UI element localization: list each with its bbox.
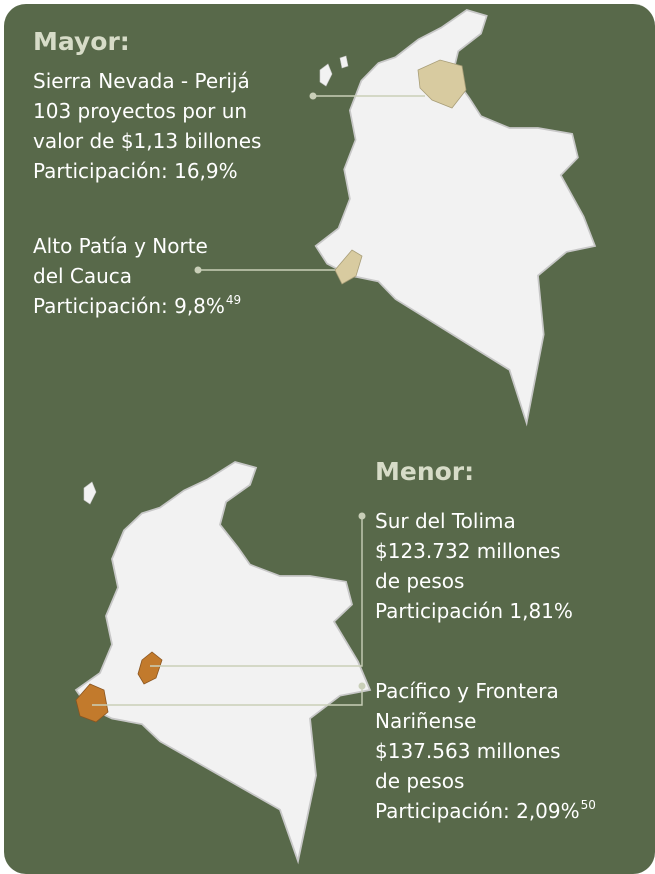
footnote-ref: 50: [581, 798, 596, 812]
label-line: Participación: 9,8%: [33, 294, 225, 318]
label-line: Participación 1,81%: [375, 599, 573, 623]
region-sierra-nevada: [417, 59, 467, 109]
connector: [92, 686, 363, 706]
label-line: de pesos: [375, 569, 464, 593]
label-line: del Cauca: [33, 264, 132, 288]
region-alto-patia: [334, 249, 363, 285]
islands: [83, 481, 97, 505]
label-line: Participación: 2,09%: [375, 799, 580, 823]
label-line: $123.732 millones: [375, 539, 561, 563]
label-line: Nariñense: [375, 709, 476, 733]
islands: [319, 55, 349, 87]
label-line: valor de $1,13 billones: [33, 129, 261, 153]
region-pacifico-narinense: [75, 683, 109, 723]
label-line: $137.563 millones: [375, 739, 561, 763]
label-line: Sierra Nevada - Perijá: [33, 69, 250, 93]
label-line: Participación: 16,9%: [33, 159, 238, 183]
heading: Menor:: [375, 457, 474, 486]
footnote-ref: 49: [226, 293, 241, 307]
label-line: Sur del Tolima: [375, 509, 516, 533]
label-line: 103 proyectos por un: [33, 99, 247, 123]
label-line: Pacífico y Frontera: [375, 679, 559, 703]
region-sur-tolima: [137, 651, 163, 685]
label-line: Alto Patía y Norte: [33, 234, 208, 258]
connector: [150, 516, 363, 667]
label-line: de pesos: [375, 769, 464, 793]
heading: Mayor:: [33, 27, 130, 56]
